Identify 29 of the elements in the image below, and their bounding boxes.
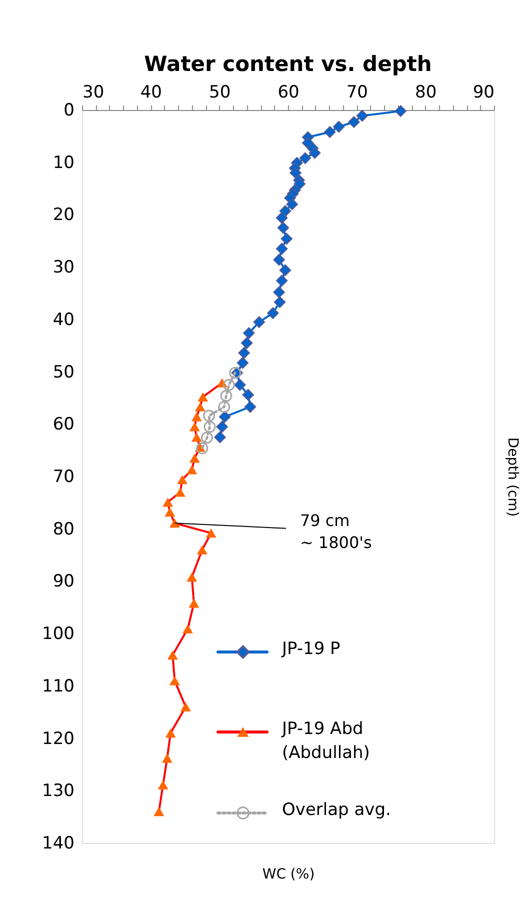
y-tick-label: 20: [52, 205, 74, 226]
y-tick-label: 60: [52, 414, 74, 435]
y-tick-label: 40: [52, 310, 74, 330]
y-tick-label: 0: [64, 100, 74, 120]
x-tick-label: 40: [140, 82, 162, 102]
x-tick-label: 70: [346, 82, 368, 102]
y-tick-label: 90: [52, 572, 74, 592]
x-tick-label: 50: [209, 82, 231, 102]
y-tick-label: 130: [42, 781, 74, 802]
legend-label: Overlap avg.: [282, 800, 391, 820]
annotation: 79 cm ~ 1800's: [300, 511, 372, 552]
x-tick-label: 60: [278, 82, 300, 102]
x-axis-title: WC (%): [262, 866, 315, 882]
x-tick-label: 80: [415, 82, 437, 102]
y-axis-title: Depth (cm): [504, 437, 520, 517]
y-tick-label: 120: [42, 728, 74, 749]
legend-label: JP-19 Abd (Abdullah): [281, 719, 370, 763]
y-tick-label: 110: [42, 676, 74, 696]
y-tick-label: 80: [52, 519, 74, 540]
chart-title: Water content vs. depth: [144, 52, 432, 76]
y-tick-label: 10: [52, 152, 74, 173]
y-tick-label: 50: [52, 362, 74, 382]
y-tick-label: 70: [52, 467, 74, 487]
y-tick-label: 140: [42, 834, 74, 854]
x-tick-label: 30: [82, 82, 104, 102]
y-tick-label: 30: [52, 258, 74, 278]
x-tick-label: 90: [472, 82, 494, 102]
y-tick-label: 100: [42, 624, 74, 644]
legend-label: JP-19 P: [281, 639, 340, 659]
